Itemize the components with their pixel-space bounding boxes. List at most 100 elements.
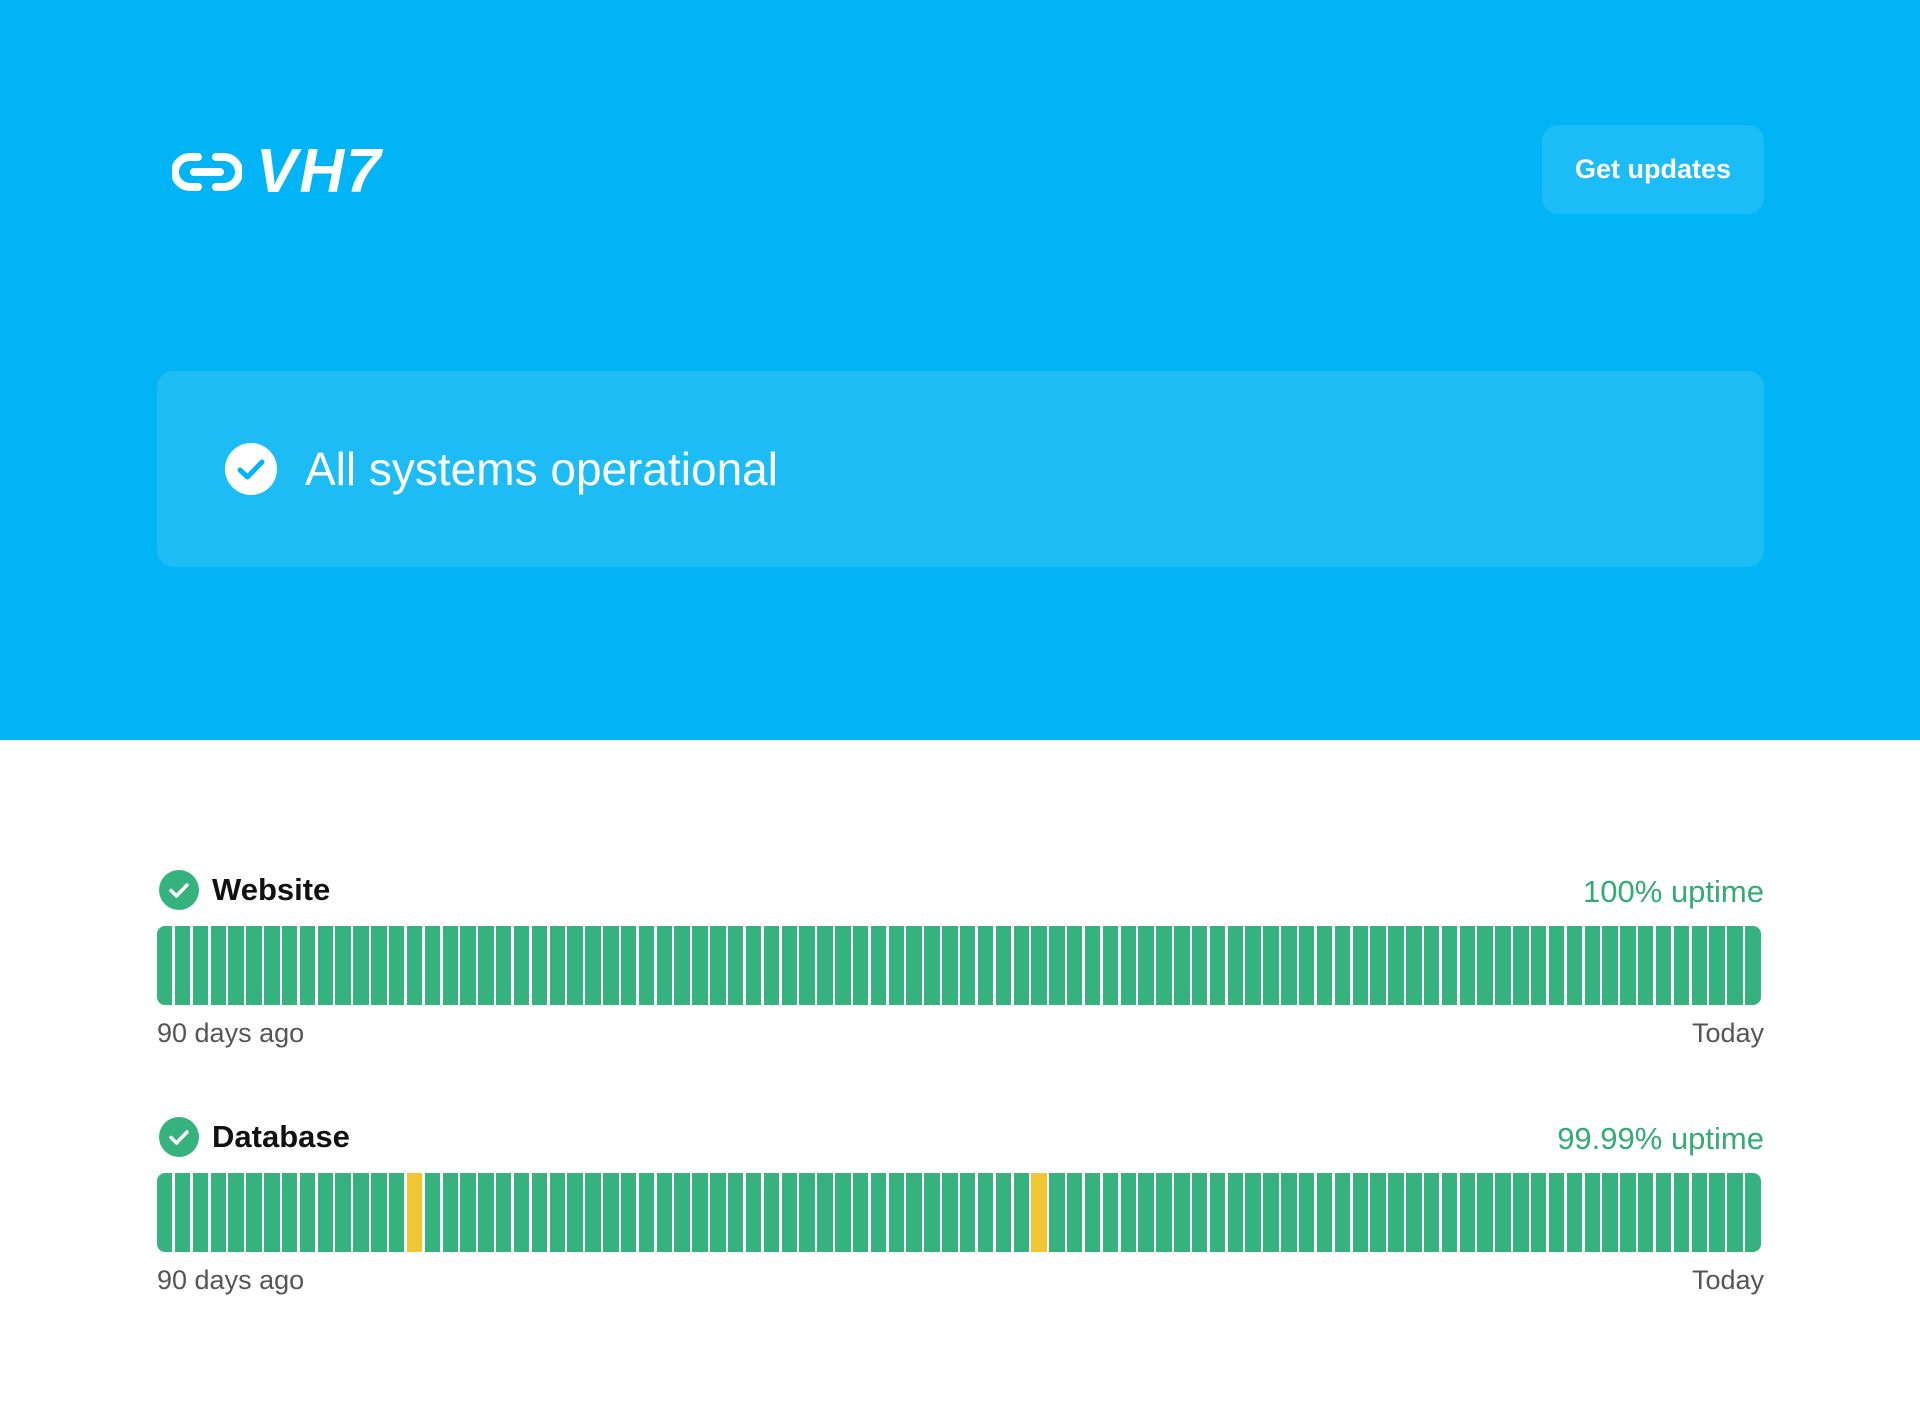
uptime-day-bar[interactable] — [353, 1173, 369, 1252]
uptime-day-bar[interactable] — [1281, 926, 1297, 1005]
uptime-day-bar[interactable] — [1067, 1173, 1083, 1252]
uptime-day-bar[interactable] — [835, 926, 851, 1005]
uptime-day-bar[interactable] — [656, 1173, 673, 1252]
uptime-day-bar[interactable] — [1602, 926, 1618, 1005]
uptime-day-bar[interactable] — [1120, 926, 1137, 1005]
uptime-day-bar[interactable] — [745, 926, 762, 1005]
uptime-day-bar[interactable] — [1655, 1173, 1672, 1252]
uptime-day-bar[interactable] — [531, 1173, 548, 1252]
uptime-day-bar[interactable] — [388, 926, 405, 1005]
uptime-day-bar[interactable] — [942, 1173, 958, 1252]
uptime-day-bar[interactable] — [1263, 926, 1279, 1005]
uptime-day-bar[interactable] — [1477, 926, 1493, 1005]
uptime-day-bar[interactable] — [638, 1173, 655, 1252]
uptime-day-bar[interactable] — [1102, 926, 1119, 1005]
uptime-day-bar[interactable] — [799, 926, 815, 1005]
uptime-day-bar[interactable] — [228, 926, 244, 1005]
uptime-day-bar[interactable] — [496, 926, 512, 1005]
uptime-day-bar[interactable] — [478, 1173, 494, 1252]
uptime-day-bar[interactable] — [549, 1173, 566, 1252]
uptime-day-bar[interactable] — [371, 1173, 387, 1252]
uptime-day-bar[interactable] — [1084, 1173, 1101, 1252]
uptime-day-bar[interactable] — [1406, 926, 1422, 1005]
uptime-day-bar[interactable] — [817, 1173, 833, 1252]
uptime-day-bar[interactable] — [1174, 1173, 1190, 1252]
brand-logo[interactable]: VH7 — [172, 141, 383, 203]
uptime-day-bar[interactable] — [1709, 926, 1725, 1005]
uptime-day-bar[interactable] — [1156, 926, 1172, 1005]
uptime-day-bar[interactable] — [1227, 926, 1244, 1005]
uptime-day-bar[interactable] — [585, 1173, 601, 1252]
uptime-day-bar[interactable] — [1245, 1173, 1261, 1252]
uptime-day-bar[interactable] — [1299, 926, 1315, 1005]
uptime-day-bar[interactable] — [1566, 926, 1583, 1005]
uptime-day-bar[interactable] — [906, 1173, 922, 1252]
uptime-day-bar[interactable] — [335, 1173, 351, 1252]
uptime-day-bar[interactable] — [335, 926, 351, 1005]
uptime-day-bar[interactable] — [1370, 1173, 1386, 1252]
uptime-day-bar[interactable] — [1745, 1173, 1761, 1252]
uptime-day-bar[interactable] — [603, 926, 619, 1005]
uptime-day-bar[interactable] — [1031, 926, 1047, 1005]
uptime-day-bar[interactable] — [710, 1173, 726, 1252]
uptime-day-bar[interactable] — [281, 1173, 298, 1252]
uptime-day-bar[interactable] — [1120, 1173, 1137, 1252]
uptime-day-bar[interactable] — [228, 1173, 244, 1252]
uptime-day-bar[interactable] — [299, 926, 316, 1005]
uptime-day-bar[interactable] — [1406, 1173, 1422, 1252]
uptime-day-bar[interactable] — [1673, 926, 1690, 1005]
uptime-day-bar[interactable] — [852, 1173, 869, 1252]
uptime-day-bar[interactable] — [157, 1173, 173, 1252]
uptime-day-bar[interactable] — [906, 926, 922, 1005]
uptime-day-bar[interactable] — [1227, 1173, 1244, 1252]
uptime-day-bar[interactable] — [1067, 926, 1083, 1005]
uptime-day-bar[interactable] — [1334, 1173, 1351, 1252]
uptime-day-bar[interactable] — [1745, 926, 1761, 1005]
uptime-day-bar[interactable] — [1281, 1173, 1297, 1252]
uptime-day-bar[interactable] — [246, 926, 262, 1005]
uptime-day-bar[interactable] — [1263, 1173, 1279, 1252]
uptime-day-bar[interactable] — [1566, 1173, 1583, 1252]
uptime-day-bar[interactable] — [388, 1173, 405, 1252]
uptime-day-bar[interactable] — [1245, 926, 1261, 1005]
uptime-day-bar[interactable] — [1513, 1173, 1529, 1252]
uptime-day-bar[interactable] — [1299, 1173, 1315, 1252]
uptime-day-bar[interactable] — [888, 1173, 905, 1252]
uptime-day-bar[interactable] — [728, 1173, 744, 1252]
uptime-day-bar[interactable] — [835, 1173, 851, 1252]
uptime-day-bar[interactable] — [1191, 926, 1208, 1005]
uptime-day-bar[interactable] — [977, 926, 994, 1005]
uptime-day-bar[interactable] — [1477, 1173, 1493, 1252]
uptime-day-bar[interactable] — [1673, 1173, 1690, 1252]
uptime-day-bar[interactable] — [995, 1173, 1012, 1252]
uptime-day-bar[interactable] — [1655, 926, 1672, 1005]
uptime-day-bar[interactable] — [1138, 926, 1154, 1005]
uptime-day-bar[interactable] — [567, 926, 583, 1005]
uptime-day-bar[interactable] — [1013, 1173, 1029, 1252]
uptime-day-bar[interactable] — [1584, 926, 1600, 1005]
uptime-day-bar[interactable] — [1530, 1173, 1547, 1252]
uptime-day-bar[interactable] — [264, 1173, 280, 1252]
get-updates-button[interactable]: Get updates — [1542, 125, 1764, 214]
uptime-day-bar[interactable] — [674, 1173, 690, 1252]
uptime-day-bar[interactable] — [1156, 1173, 1172, 1252]
uptime-day-bar[interactable] — [959, 1173, 976, 1252]
uptime-day-bar[interactable] — [1049, 926, 1065, 1005]
uptime-day-bar[interactable] — [888, 926, 905, 1005]
uptime-day-bar[interactable] — [281, 926, 298, 1005]
uptime-day-bar[interactable] — [1620, 1173, 1636, 1252]
uptime-day-bar[interactable] — [1174, 926, 1190, 1005]
uptime-day-bar[interactable] — [817, 926, 833, 1005]
uptime-day-bar[interactable] — [496, 1173, 512, 1252]
uptime-day-bar[interactable] — [371, 926, 387, 1005]
uptime-day-bar[interactable] — [1138, 1173, 1154, 1252]
uptime-day-bar[interactable] — [1388, 926, 1404, 1005]
uptime-day-bar[interactable] — [1602, 1173, 1618, 1252]
uptime-day-bar[interactable] — [1548, 926, 1565, 1005]
uptime-day-bar[interactable] — [264, 926, 280, 1005]
uptime-day-bar[interactable] — [1620, 926, 1636, 1005]
uptime-day-bar[interactable] — [1709, 1173, 1725, 1252]
uptime-day-bar[interactable] — [870, 1173, 887, 1252]
uptime-day-bar[interactable] — [1441, 926, 1458, 1005]
uptime-day-bar[interactable] — [549, 926, 566, 1005]
